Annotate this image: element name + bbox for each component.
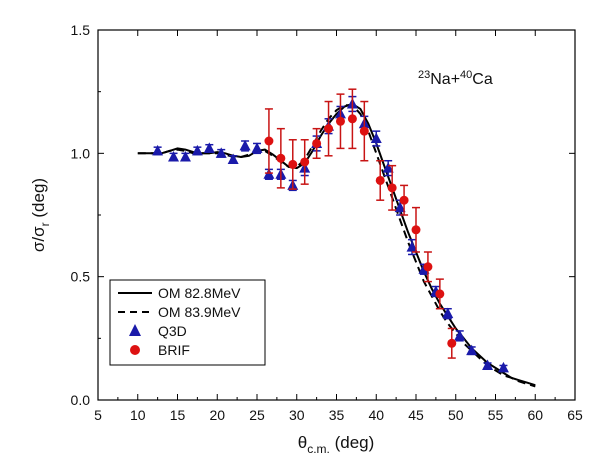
brif-point — [387, 183, 397, 193]
x-tick-label: 35 — [329, 407, 345, 423]
om-839-line — [137, 104, 536, 388]
x-tick-label: 30 — [289, 407, 305, 423]
brif-point — [375, 175, 385, 185]
q3d-point — [370, 132, 382, 144]
q3d-point — [454, 329, 466, 341]
x-tick-label: 10 — [130, 407, 146, 423]
legend-swatch-brif — [130, 345, 140, 355]
q3d-point — [442, 307, 454, 319]
x-tick-label: 55 — [488, 407, 504, 423]
brif-point — [276, 153, 286, 163]
legend-label-om828: OM 82.8MeV — [158, 285, 241, 301]
brif-point — [300, 157, 310, 167]
q3d-point — [227, 153, 239, 164]
q3d-point — [239, 139, 251, 151]
brif-point — [324, 124, 334, 134]
y-axis-title: σ/σr (deg) — [29, 178, 52, 252]
legend: OM 82.8MeV OM 83.9MeV Q3D BRIF — [109, 279, 266, 366]
y-tick-label: 0.0 — [71, 392, 91, 408]
q3d-point — [191, 144, 203, 156]
y-tick-label: 1.0 — [71, 145, 91, 161]
x-tick-label: 65 — [567, 407, 583, 423]
q3d-point — [203, 142, 215, 153]
q3d-point — [382, 162, 394, 173]
q3d-point — [179, 151, 191, 162]
x-tick-label: 20 — [209, 407, 225, 423]
reaction-annotation: 23Na+40Ca — [418, 69, 493, 88]
y-tick-label: 0.5 — [71, 269, 91, 285]
brif-point — [423, 262, 433, 272]
x-tick-labels: 5 10 15 20 25 30 35 40 45 50 55 60 65 — [94, 407, 583, 423]
x-tick-label: 40 — [368, 407, 384, 423]
q3d-point — [168, 151, 180, 162]
brif-point — [399, 195, 409, 205]
q3d-point — [466, 344, 478, 356]
brif-point — [447, 338, 457, 348]
brif-point — [335, 116, 345, 126]
x-tick-label: 45 — [408, 407, 424, 423]
axis-ticks — [97, 29, 576, 401]
brif-point — [264, 136, 274, 146]
q3d-point — [152, 144, 164, 156]
legend-label-om839: OM 83.9MeV — [158, 304, 241, 320]
x-tick-label: 25 — [249, 407, 265, 423]
q3d-point — [251, 142, 263, 153]
x-tick-label: 50 — [448, 407, 464, 423]
x-tick-label: 5 — [94, 407, 102, 423]
y-tick-labels: 0.0 0.5 1.0 1.5 — [71, 22, 91, 408]
q3d-point — [497, 361, 509, 373]
brif-point — [435, 289, 445, 299]
x-tick-label: 15 — [170, 407, 186, 423]
legend-swatch-q3d — [129, 324, 141, 336]
y-tick-label: 1.5 — [71, 22, 91, 38]
q3d-point — [406, 241, 418, 252]
brif-point — [347, 114, 357, 124]
brif-point — [359, 126, 369, 136]
legend-label-brif: BRIF — [158, 342, 190, 358]
q3d-point — [482, 359, 494, 370]
q3d-point — [394, 201, 406, 213]
brif-point — [288, 159, 298, 169]
q3d-point — [215, 147, 227, 158]
series-layer — [137, 88, 536, 388]
brif-point — [312, 138, 322, 148]
x-axis-title: θc.m. (deg) — [298, 433, 375, 456]
brif-point — [411, 225, 421, 235]
legend-label-q3d: Q3D — [158, 323, 187, 339]
x-tick-label: 60 — [527, 407, 543, 423]
